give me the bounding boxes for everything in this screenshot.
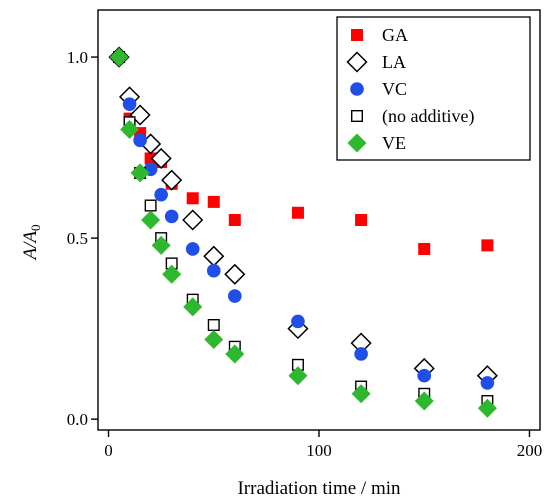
y-tick-label: 0.5 — [67, 229, 88, 248]
data-point-vc — [133, 133, 147, 148]
data-point-ga — [228, 214, 241, 226]
legend-label-ga: GA — [382, 25, 408, 45]
y-axis-title: A/A0 — [20, 225, 43, 262]
data-point-ve — [225, 344, 245, 364]
data-point-ga — [418, 242, 431, 255]
axis-layer: 0 100 200 0.0 0.5 1.0 — [67, 48, 542, 460]
legend-marker-ve — [347, 133, 367, 153]
data-point-ga — [207, 195, 220, 208]
data-point-la — [150, 147, 172, 170]
data-point-la — [161, 169, 183, 191]
data-point-la — [224, 263, 246, 285]
legend-box — [336, 16, 531, 161]
legend-label-la: LA — [382, 52, 406, 72]
y-tick-label: 0.0 — [67, 410, 88, 429]
data-point-vc — [122, 97, 137, 111]
data-point-vc — [154, 187, 168, 202]
data-point-ve — [477, 398, 497, 418]
legend: GA LA VC (no additive) VE — [336, 16, 531, 161]
data-point-ve — [288, 366, 308, 386]
y-axis-title-subscript: 0 — [28, 225, 43, 232]
x-axis-title: Irradiation time / min — [237, 478, 401, 499]
data-point-la — [203, 245, 225, 267]
data-point-ve — [414, 391, 434, 411]
y-axis-title-base: A/A — [20, 231, 41, 262]
data-point-la — [182, 209, 204, 231]
legend-label-ve: VE — [382, 133, 406, 153]
legend-label-no-additive: (no additive) — [382, 106, 474, 127]
legend-marker-la — [346, 51, 368, 73]
x-tick-label: 100 — [306, 441, 332, 460]
x-tick-label: 200 — [517, 441, 543, 460]
data-point-ve — [351, 384, 371, 404]
data-point-ve — [162, 264, 182, 284]
y-axis-title-text: A/A0 — [20, 225, 43, 262]
data-point-no-additive — [207, 319, 220, 332]
data-point-ga — [481, 239, 494, 252]
data-point-vc — [291, 314, 305, 329]
legend-marker-vc — [350, 82, 364, 96]
data-point-vc — [417, 368, 432, 383]
data-point-no-additive — [144, 199, 157, 212]
legend-marker-ga — [351, 29, 363, 41]
data-point-vc — [164, 209, 179, 224]
data-point-vc — [228, 289, 242, 303]
data-point-vc — [206, 263, 221, 278]
data-point-vc — [480, 376, 495, 390]
data-point-ve — [151, 235, 171, 255]
data-point-ve — [141, 210, 161, 230]
data-point-ve — [130, 163, 150, 183]
data-point-ve — [120, 119, 140, 139]
data-point-ve — [109, 47, 129, 67]
data-point-ve — [204, 329, 224, 349]
legend-label-vc: VC — [382, 79, 407, 99]
data-point-ga — [186, 192, 199, 205]
data-point-vc — [354, 347, 368, 361]
data-point-ga — [355, 214, 368, 226]
legend-marker-no-additive — [351, 109, 364, 122]
plot-layer — [108, 46, 498, 418]
data-point-ga — [291, 206, 304, 219]
y-tick-label: 1.0 — [67, 48, 88, 67]
series-ve — [109, 47, 497, 418]
x-tick-label: 0 — [104, 441, 113, 460]
data-point-vc — [185, 242, 200, 256]
data-point-ve — [183, 297, 203, 317]
